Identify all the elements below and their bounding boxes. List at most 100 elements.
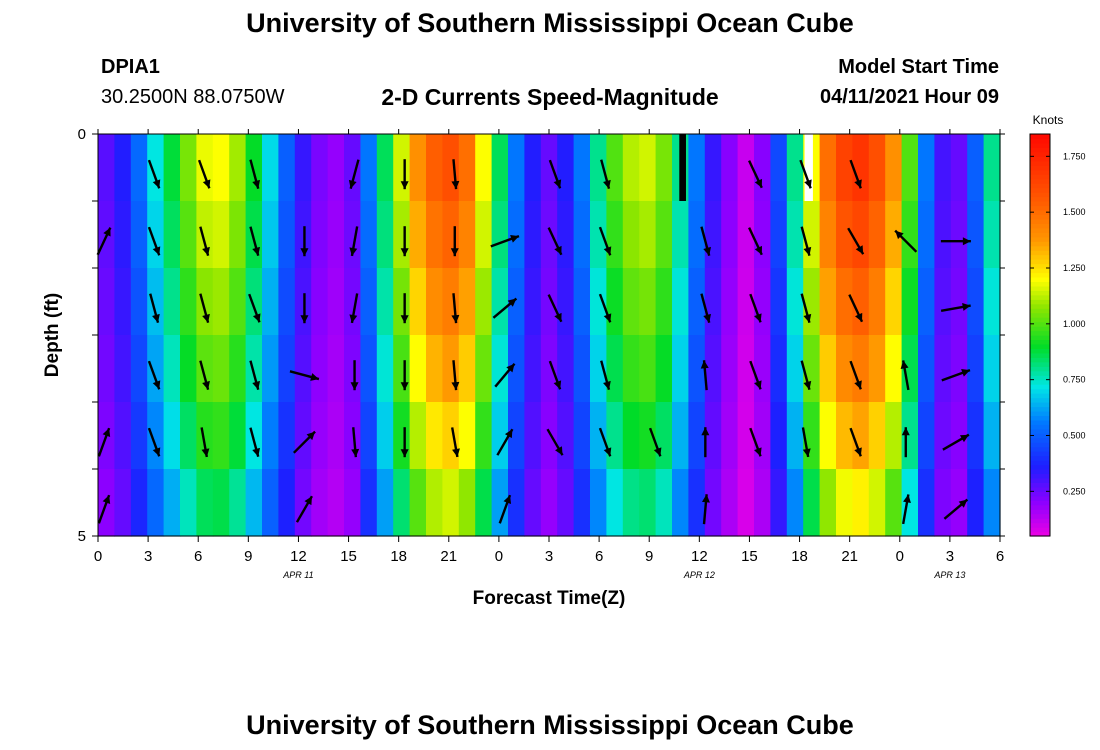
current-arrow [350, 360, 359, 391]
heatmap-cell [212, 201, 230, 269]
colorbar-segment [1030, 308, 1050, 314]
heatmap-cell [622, 402, 640, 470]
colorbar: 0.250 0.500 0.750 1.000 1.250 1.500 1.750 [1029, 133, 1086, 537]
date-label: APR 12 [683, 570, 715, 580]
current-arrow-head [961, 369, 970, 377]
heatmap-cell [426, 335, 443, 403]
current-arrow-head [504, 429, 513, 439]
heatmap-cell [770, 268, 788, 336]
current-arrow-head [701, 427, 710, 436]
heatmap-cell [590, 201, 607, 269]
x-tick-label: 15 [340, 548, 357, 565]
heatmap-cell [409, 469, 427, 537]
x-tick-label: 9 [645, 548, 653, 565]
current-arrow [900, 360, 910, 391]
colorbar-segment [1030, 513, 1050, 519]
heatmap-cell [852, 201, 870, 269]
heatmap-cell [852, 469, 870, 537]
heatmap-cell [852, 335, 870, 403]
heatmap-cell [540, 268, 558, 336]
heatmap-cell [672, 268, 689, 336]
heatmap-cell [327, 335, 345, 403]
heatmap-cell [672, 335, 689, 403]
heatmap-cell [491, 402, 509, 470]
heatmap-cell [360, 469, 378, 537]
current-arrow-head [300, 315, 309, 324]
heatmap-cell [754, 268, 771, 336]
colorbar-segment [1030, 486, 1050, 492]
current-arrow [400, 159, 409, 190]
heatmap-cell [967, 268, 985, 336]
heatmap-cell [836, 335, 853, 403]
heatmap-cell [344, 134, 361, 202]
colorbar-segment [1030, 285, 1050, 291]
heatmap-cell [229, 402, 247, 470]
heatmap-cell [786, 268, 804, 336]
heatmap-cell [983, 469, 1001, 537]
heatmap-cell [508, 335, 525, 403]
x-tick-label: 21 [841, 548, 858, 565]
current-arrow-head [400, 315, 409, 324]
heatmap-cell [967, 134, 985, 202]
heatmap-cell [836, 134, 853, 202]
current-arrow [700, 360, 709, 391]
colorbar-segment [1030, 312, 1050, 318]
heatmap-cell [180, 134, 197, 202]
heatmap-cell [278, 201, 296, 269]
heatmap-cell [803, 201, 821, 269]
current-arrow [147, 159, 161, 189]
heatmap-cell [868, 469, 886, 537]
heatmap-cell [983, 402, 1001, 470]
colorbar-segment [1030, 460, 1050, 466]
current-arrow [700, 226, 712, 256]
heatmap-cell [327, 201, 345, 269]
current-arrow-head [855, 245, 864, 255]
colorbar-segment [1030, 250, 1050, 256]
heatmap-cell [376, 335, 394, 403]
date-labels: APR 11 APR 12 APR 13 [282, 570, 965, 580]
current-arrow [901, 494, 911, 525]
heatmap-cell [622, 335, 640, 403]
current-arrow-head [903, 494, 911, 504]
current-arrow-head [507, 298, 517, 307]
heatmap-cell [360, 402, 378, 470]
heatmap-cell [688, 402, 706, 470]
heatmap-cell [360, 201, 378, 269]
current-arrow-head [450, 248, 459, 257]
current-arrow [799, 159, 812, 189]
heatmap-cell [393, 134, 411, 202]
current-arrow [300, 226, 309, 257]
heatmap-cell [245, 402, 263, 470]
heatmap-cell [147, 402, 165, 470]
current-arrow-head [854, 447, 862, 457]
colorbar-segment [1030, 241, 1050, 247]
heatmap-cell [672, 469, 689, 537]
colorbar-segment [1030, 397, 1050, 403]
current-arrow [801, 427, 811, 458]
current-arrow [701, 494, 710, 525]
heatmap-cell [245, 134, 263, 202]
current-arrow [849, 360, 862, 390]
current-arrow-head [300, 248, 309, 257]
colorbar-tick-label: 1.750 [1063, 151, 1086, 161]
colorbar-segment [1030, 276, 1050, 282]
heatmap-cell [688, 469, 706, 537]
current-arrow-head [152, 179, 161, 189]
heatmap-cell [491, 268, 509, 336]
colorbar-segment [1030, 451, 1050, 457]
heatmap-cell [229, 134, 247, 202]
current-arrow [598, 293, 612, 323]
heatmap-cell [229, 268, 247, 336]
heatmap-cell [344, 469, 361, 537]
colorbar-segment [1030, 343, 1050, 349]
heatmap-cell [819, 335, 837, 403]
current-arrow [400, 360, 409, 391]
current-arrow-head [103, 227, 111, 237]
x-tick-label: 3 [144, 548, 152, 565]
heatmap-cell [294, 335, 312, 403]
current-arrow-head [754, 447, 762, 457]
current-arrow-head [962, 237, 971, 246]
heatmap-cell [491, 335, 509, 403]
heatmap-cell [721, 268, 739, 336]
colorbar-tick-label: 0.250 [1063, 486, 1086, 496]
